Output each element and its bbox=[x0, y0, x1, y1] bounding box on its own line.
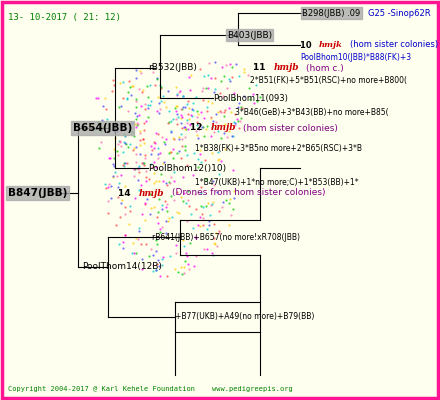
Text: 3*B46(GeB)+3*B43(BB)+no more+B85(: 3*B46(GeB)+3*B43(BB)+no more+B85( bbox=[235, 108, 389, 118]
Text: rB641(JBB)+B657(no more!xR708(JBB): rB641(JBB)+B657(no more!xR708(JBB) bbox=[152, 232, 300, 242]
Text: B298(JBB) .09: B298(JBB) .09 bbox=[302, 8, 360, 18]
Text: (hom sister colonies): (hom sister colonies) bbox=[350, 40, 438, 50]
Text: PoolBhom11(093): PoolBhom11(093) bbox=[213, 94, 288, 102]
Text: B847(JBB): B847(JBB) bbox=[8, 188, 67, 198]
Text: hmjb: hmjb bbox=[273, 64, 299, 72]
Text: hmjk: hmjk bbox=[319, 41, 343, 49]
Text: hmjb: hmjb bbox=[210, 124, 236, 132]
Text: (Drones from hom sister colonies): (Drones from hom sister colonies) bbox=[172, 188, 325, 198]
Text: 2*B51(FK)+5*B51(RSC)+no more+B800(: 2*B51(FK)+5*B51(RSC)+no more+B800( bbox=[250, 76, 407, 84]
Text: Copyright 2004-2017 @ Karl Kehele Foundation    www.pedigreepis.org: Copyright 2004-2017 @ Karl Kehele Founda… bbox=[8, 386, 293, 392]
Text: B403(JBB): B403(JBB) bbox=[227, 30, 272, 40]
Text: B654(JBB): B654(JBB) bbox=[73, 123, 132, 133]
Text: PoolBhom10(JBB)*B88(FK)+3: PoolBhom10(JBB)*B88(FK)+3 bbox=[300, 54, 411, 62]
Text: 12: 12 bbox=[190, 124, 205, 132]
Text: 14: 14 bbox=[118, 188, 134, 198]
Text: 13- 10-2017 ( 21: 12): 13- 10-2017 ( 21: 12) bbox=[8, 13, 121, 22]
Text: (hom sister colonies): (hom sister colonies) bbox=[243, 124, 338, 132]
Text: G25 -Sinop62R: G25 -Sinop62R bbox=[368, 8, 431, 18]
Text: 1*B47(UKB)+1*no more;C)+1*B53(BB)+1*: 1*B47(UKB)+1*no more;C)+1*B53(BB)+1* bbox=[195, 178, 359, 188]
Text: PoolThom14(12B): PoolThom14(12B) bbox=[82, 262, 162, 272]
Text: 10: 10 bbox=[300, 40, 315, 50]
Text: 1*B38(FK)+3*B5no more+2*B65(RSC)+3*B: 1*B38(FK)+3*B5no more+2*B65(RSC)+3*B bbox=[195, 144, 362, 152]
Text: rB532(JBB): rB532(JBB) bbox=[148, 64, 197, 72]
Text: hmjb: hmjb bbox=[139, 188, 164, 198]
Text: PoolBhom12()10): PoolBhom12()10) bbox=[148, 164, 226, 172]
Text: +B77(UKB)+A49(no more)+B79(BB): +B77(UKB)+A49(no more)+B79(BB) bbox=[175, 312, 314, 322]
Text: 11: 11 bbox=[253, 64, 269, 72]
Text: (hom c.): (hom c.) bbox=[306, 64, 344, 72]
